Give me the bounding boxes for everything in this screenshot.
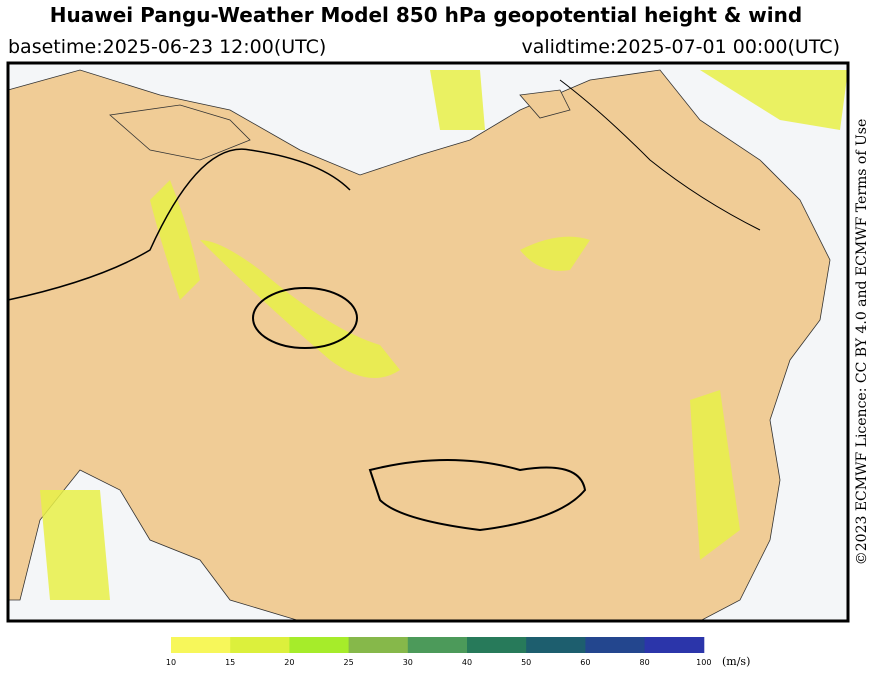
colorbar-tick-label: 15 [225, 658, 235, 667]
colorbar-segment [230, 637, 290, 653]
title: Huawei Pangu-Weather Model 850 hPa geopo… [50, 3, 802, 27]
colorbar-tick-label: 100 [696, 658, 711, 667]
colorbar-tick-label: 30 [403, 658, 413, 667]
wind-patch [690, 390, 740, 560]
wind-patch [40, 490, 110, 600]
basetime: basetime:2025-06-23 12:00(UTC) [8, 36, 326, 58]
colorbar-tick-label: 60 [580, 658, 590, 667]
land [109, 104, 251, 161]
colorbar-segment [171, 637, 231, 653]
colorbar-tick-label: 25 [344, 658, 354, 667]
contour [559, 79, 761, 231]
colorbar-segment [585, 637, 646, 653]
credit: ©2023 ECMWF Licence: CC BY 4.0 and ECMWF… [854, 119, 870, 566]
colorbar-segment [467, 637, 527, 653]
map [6, 61, 850, 623]
validtime: validtime:2025-07-01 00:00(UTC) [521, 36, 840, 58]
colorbar-tick-label: 10 [166, 658, 176, 667]
wind-patch [430, 70, 485, 130]
colorbar-segment [348, 637, 409, 653]
wind-patch [520, 236, 590, 271]
colorbar-tick-label: 80 [640, 658, 650, 667]
contour [7, 148, 351, 301]
colorbar-segment [644, 637, 705, 653]
colorbar: 10 15 20 25 30 40 50 60 80 100 [166, 637, 711, 667]
wind-patch [200, 240, 400, 378]
colorbar-tick-label: 20 [284, 658, 294, 667]
colorbar-tick-label: 50 [521, 658, 531, 667]
colorbar-segment [526, 637, 586, 653]
colorbar-unit: (m/s) [722, 655, 750, 668]
contour [252, 287, 358, 349]
map-frame [6, 61, 850, 623]
colorbar-segment [289, 637, 350, 653]
colorbar-tick-label: 40 [462, 658, 472, 667]
wind-patch [700, 70, 848, 130]
wind-patch [150, 180, 200, 300]
contour [368, 459, 587, 532]
land [7, 69, 831, 622]
land [519, 89, 571, 119]
colorbar-segment [407, 637, 468, 653]
